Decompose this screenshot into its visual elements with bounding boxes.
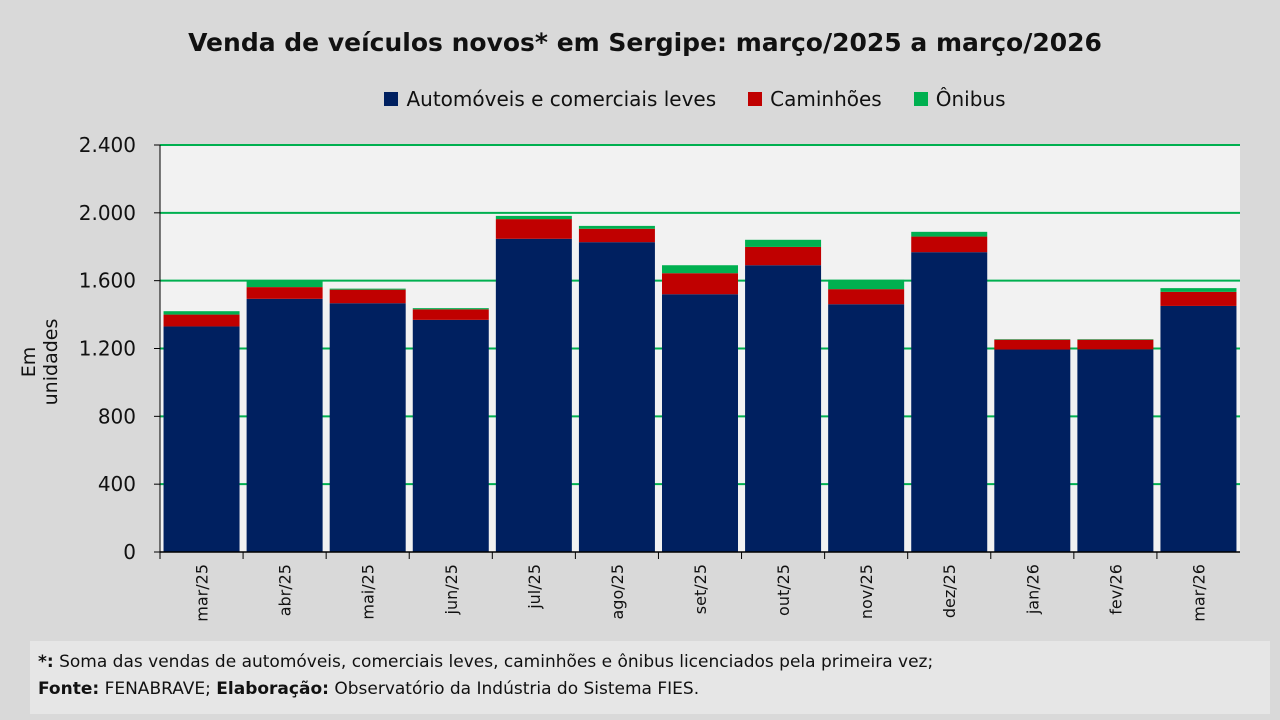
- bar-segment: [911, 231, 988, 237]
- bar-segment: [1160, 291, 1237, 306]
- bar-segment: [994, 339, 1071, 350]
- x-tick-label: nov/25: [857, 564, 876, 619]
- bar-segment: [662, 294, 738, 552]
- x-tick-label: set/25: [691, 564, 710, 614]
- y-tick-label: 2.400: [79, 133, 136, 157]
- legend: Automóveis e comerciais leves Caminhões …: [0, 87, 1280, 111]
- bar-segment: [828, 304, 905, 552]
- bar-segment: [662, 273, 738, 295]
- source-label: Fonte:: [38, 679, 100, 699]
- bar-segment: [412, 309, 489, 320]
- x-tick-label: mar/25: [193, 564, 212, 622]
- x-tick-label: jan/26: [1023, 564, 1042, 615]
- bar-segment: [578, 225, 655, 229]
- bar-segment: [578, 228, 655, 243]
- legend-swatch: [384, 92, 399, 106]
- bar-segment: [1077, 339, 1154, 340]
- y-tick-label: 1.200: [79, 337, 136, 361]
- bar-segment: [412, 308, 489, 310]
- bar-segment: [329, 289, 406, 304]
- bar-segment: [828, 289, 905, 305]
- bar-segment: [911, 252, 988, 552]
- x-tick-label: jul/25: [525, 564, 544, 610]
- elaboration-text: Observatório da Indústria do Sistema FIE…: [328, 679, 700, 699]
- y-tick-label: 1.600: [79, 269, 136, 293]
- bar-segment: [495, 238, 572, 552]
- bar-segment: [662, 265, 738, 274]
- bar-segment: [911, 236, 988, 253]
- bar-segment: [163, 311, 240, 315]
- legend-label: Automóveis e comerciais leves: [406, 87, 717, 111]
- bar-segment: [412, 319, 489, 552]
- legend-swatch: [748, 92, 763, 106]
- bar-segment: [745, 246, 822, 266]
- bar-segment: [246, 280, 323, 288]
- bar-segment: [745, 265, 822, 552]
- bar-segment: [329, 303, 406, 552]
- legend-item-automoveis: Automóveis e comerciais leves: [384, 87, 716, 111]
- x-tick-label: mar/26: [1189, 564, 1208, 622]
- bar-segment: [1160, 305, 1237, 552]
- footnote-star-text: Soma das vendas de automóveis, comerciai…: [53, 652, 934, 672]
- footnote-star-label: *:: [38, 652, 54, 672]
- y-tick-label: 800: [98, 404, 136, 428]
- bar-segment: [578, 242, 655, 552]
- legend-label: Ônibus: [935, 87, 1006, 111]
- source-text: FENABRAVE;: [99, 679, 217, 699]
- bar-segment: [828, 279, 905, 290]
- bar-segment: [994, 349, 1071, 552]
- bar-segment: [495, 219, 572, 239]
- bar-segment: [994, 339, 1071, 340]
- footnote: *: Soma das vendas de automóveis, comerc…: [30, 641, 1270, 714]
- x-tick-label: dez/25: [940, 564, 959, 618]
- legend-label: Caminhões: [770, 87, 882, 111]
- x-tick-label: ago/25: [608, 564, 627, 620]
- y-tick-label: 400: [98, 472, 136, 496]
- bar-segment: [495, 215, 572, 220]
- elaboration-label: Elaboração:: [216, 679, 329, 699]
- bar-segment: [163, 326, 240, 552]
- x-tick-label: out/25: [774, 564, 793, 616]
- bar-segment: [163, 314, 240, 327]
- bar-segment: [246, 298, 323, 552]
- bar-segment: [1160, 288, 1237, 292]
- y-axis-label: Em unidades: [18, 318, 62, 406]
- x-tick-label: jun/25: [442, 564, 461, 615]
- legend-item-onibus: Ônibus: [913, 87, 1006, 111]
- x-tick-label: fev/26: [1106, 564, 1125, 615]
- legend-swatch: [913, 92, 928, 106]
- bar-segment: [329, 288, 406, 290]
- bar-segment: [745, 239, 822, 247]
- chart-title: Venda de veículos novos* em Sergipe: mar…: [188, 28, 1102, 57]
- legend-item-caminhoes: Caminhões: [748, 87, 882, 111]
- bar-segment: [1077, 339, 1154, 350]
- y-tick-label: 2.000: [79, 201, 136, 225]
- bar-segment: [246, 287, 323, 299]
- x-tick-label: abr/25: [276, 564, 295, 616]
- bar-segment: [1077, 349, 1154, 552]
- x-tick-label: mai/25: [359, 564, 378, 620]
- y-tick-label: 0: [123, 540, 136, 564]
